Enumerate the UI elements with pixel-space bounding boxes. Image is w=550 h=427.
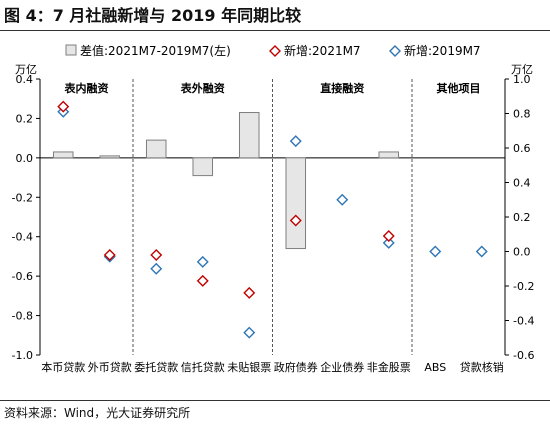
new-2019m7-marker [196,255,209,268]
difference-bar [52,151,74,159]
group-label: 直接融资 [320,81,364,95]
page-title: 图 4：7 月社融新增与 2019 年同期比较 [4,6,302,25]
difference-bar [238,112,260,159]
new-2019m7-marker [336,193,349,206]
right-axis-tick-label: -0.2 [513,280,534,293]
left-axis-tick-label: 0.4 [16,73,34,86]
new-2019m7-marker [243,326,256,339]
title-divider [0,30,550,31]
right-axis-tick-label: 1.0 [513,73,531,86]
category-label: 信托贷款 [181,360,225,374]
group-label: 表内融资 [64,81,109,95]
legend-label: 差值:2021M7-2019M7(左) [80,43,231,58]
right-axis-tick-label: -0.6 [513,349,534,362]
difference-bar [99,155,121,159]
category-label: 本币贷款 [41,360,85,374]
legend-label: 新增:2019M7 [404,43,481,58]
legend-bar-swatch [65,44,77,56]
difference-bar [192,157,214,177]
new-2019m7-marker [150,262,163,275]
new-2019m7-marker [475,245,488,258]
right-axis-tick-label: 0.8 [513,108,531,121]
left-axis-tick-label: 0.0 [16,152,34,165]
left-axis-tick-label: 0.2 [16,112,34,125]
new-2021m7-marker [289,214,302,227]
new-2021m7-marker [382,229,395,242]
legend-label: 新增:2021M7 [284,43,361,58]
new-2021m7-marker [243,286,256,299]
right-axis-tick-label: 0.0 [513,246,531,259]
chart: 0.4 0.2 0.0 -0.2 -0.4 -0.6 -0.8 -1.0 1.0 0.8 0.6 0.… [12,43,535,374]
right-axis-unit: 万亿 [511,63,533,76]
source-note: 资料来源：Wind，光大证券研究所 [4,406,191,420]
left-axis-tick-label: -0.2 [12,191,33,204]
new-2021m7-marker [196,274,209,287]
category-label: 贷款核销 [460,360,504,374]
category-label: ABS [424,361,446,374]
category-label: 非金股票 [367,360,411,374]
category-label: 政府债券 [274,360,318,374]
new-2019m7-marker [289,135,302,148]
right-axis-tick-label: 0.4 [513,177,531,190]
left-axis-tick-label: -0.4 [12,231,33,244]
new-2021m7-marker [57,100,70,113]
right-axis-tick-label: 0.6 [513,142,531,155]
left-axis-tick-label: -0.6 [12,270,33,283]
category-label: 外币贷款 [88,360,132,374]
left-axis-tick-label: -0.8 [12,310,33,323]
new-2019m7-marker [382,236,395,249]
new-2021m7-marker [103,248,116,261]
difference-bar [285,157,307,250]
right-axis-tick-label: 0.2 [513,211,531,224]
new-2021m7-marker [150,248,163,261]
category-label: 企业债券 [320,360,364,374]
legend-2019-swatch [389,45,401,57]
legend-2021-swatch [269,45,281,57]
group-label: 其他项目 [437,81,481,95]
source-divider [0,400,550,401]
difference-bar [378,151,400,159]
right-axis-tick-label: -0.4 [513,315,534,328]
category-label: 委托贷款 [134,360,178,374]
category-label: 未贴银票 [227,360,271,374]
new-2019m7-marker [429,245,442,258]
left-axis-unit: 万亿 [15,63,37,76]
difference-bar [145,139,167,159]
group-label: 表外融资 [180,81,225,95]
left-axis-tick-label: -1.0 [12,349,33,362]
